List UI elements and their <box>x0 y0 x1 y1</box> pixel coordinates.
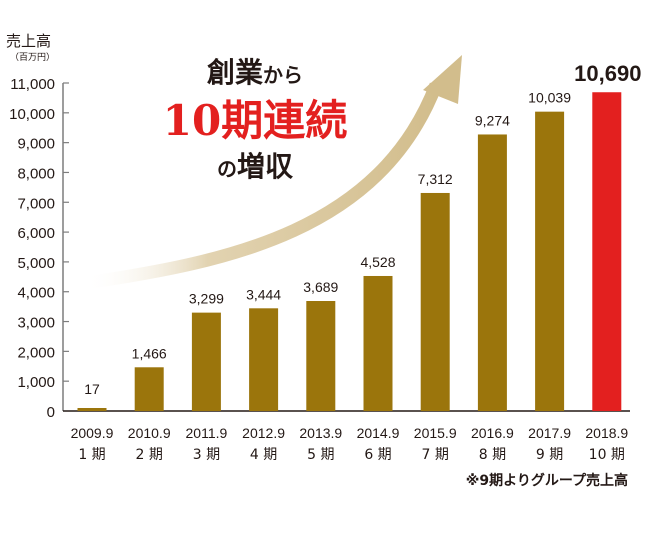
x-tick-label: 2016.9 <box>471 425 514 441</box>
headline-line-3-small: の <box>216 157 237 181</box>
y-tick-label: 9,000 <box>17 136 55 153</box>
period-label: 2 期 <box>136 447 163 463</box>
y-tick-label: 0 <box>47 404 55 421</box>
bar <box>134 367 164 411</box>
x-tick-label: 2013.9 <box>299 425 342 441</box>
headline-line-3-main: 増収 <box>236 150 293 183</box>
value-label: 7,312 <box>418 171 453 187</box>
value-label: 10,039 <box>528 90 571 106</box>
y-tick-label: 1,000 <box>17 374 55 391</box>
bars <box>77 92 622 411</box>
value-label: 10,690 <box>574 61 641 86</box>
period-label: 9 期 <box>536 447 563 463</box>
bar <box>191 312 221 411</box>
period-label: 3 期 <box>193 447 220 463</box>
period-label: 6 期 <box>364 447 391 463</box>
y-axis-unit: （百万円） <box>10 53 56 63</box>
x-tick-label: 2017.9 <box>528 425 571 441</box>
headline-line-1-small: から <box>263 63 303 87</box>
growth-arrow-icon <box>84 55 462 290</box>
bar <box>477 134 507 411</box>
headline-line-2: 10期連続 <box>162 96 348 145</box>
period-label: 10 期 <box>589 447 625 463</box>
headline: 創業から 10期連続 の増収 <box>130 55 380 187</box>
period-label: 1 期 <box>78 447 105 463</box>
y-axis-title: 売上高 <box>6 32 52 50</box>
bar <box>77 408 107 411</box>
x-tick-label: 2009.9 <box>71 425 114 441</box>
x-tick-label: 2014.9 <box>357 425 400 441</box>
value-label: 1,466 <box>132 345 167 361</box>
headline-line-1-main: 創業 <box>206 56 263 89</box>
period-label: 4 期 <box>250 447 277 463</box>
x-tick-label: 2015.9 <box>414 425 457 441</box>
value-label: 3,299 <box>189 291 224 307</box>
bar <box>363 275 393 411</box>
value-label: 4,528 <box>360 254 395 270</box>
footnote: ※9期よりグループ売上高 <box>465 473 628 489</box>
value-label: 3,444 <box>246 286 281 302</box>
period-label: 5 期 <box>307 447 334 463</box>
bar <box>249 308 279 411</box>
bar <box>535 111 565 411</box>
headline-line-1: 創業から <box>130 55 380 93</box>
y-tick-label: 4,000 <box>17 285 55 302</box>
y-tick-label: 10,000 <box>9 106 55 123</box>
value-label: 3,689 <box>303 279 338 295</box>
value-label: 17 <box>84 381 100 397</box>
x-tick-label: 2011.9 <box>186 425 228 441</box>
axes: 0 1,000 2,000 3,000 4,000 5,000 6,000 7,000 8,00… <box>9 76 630 421</box>
headline-line-3: の増収 <box>130 149 380 187</box>
period-label: 8 期 <box>479 447 506 463</box>
x-tick-label: 2012.9 <box>242 425 285 441</box>
x-tick-label: 2018.9 <box>585 425 628 441</box>
y-tick-label: 8,000 <box>17 165 55 182</box>
x-tick-label: 2010.9 <box>128 425 171 441</box>
period-label: 7 期 <box>422 447 449 463</box>
labels: 17 2009.9 1 期 1,466 2010.9 2 期 3,299 2011.9 3 期 3… <box>71 61 642 463</box>
bar <box>592 92 622 411</box>
y-tick-label: 3,000 <box>17 315 55 332</box>
bar <box>306 301 336 411</box>
value-label: 9,274 <box>475 112 510 128</box>
y-tick-label: 7,000 <box>17 195 55 212</box>
y-tick-label: 6,000 <box>17 225 55 242</box>
y-tick-label: 2,000 <box>17 344 55 361</box>
y-tick-label: 11,000 <box>10 76 55 93</box>
bar <box>420 192 450 411</box>
y-tick-label: 5,000 <box>17 255 55 272</box>
